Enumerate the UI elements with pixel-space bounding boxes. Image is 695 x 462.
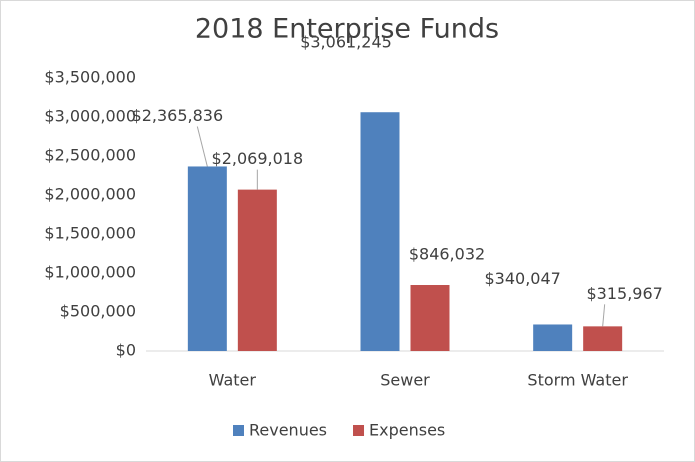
x-tick-label: Storm Water xyxy=(527,371,628,390)
y-tick-label: $3,500,000 xyxy=(44,68,136,87)
data-label: $2,069,018 xyxy=(212,149,304,168)
chart-title: 2018 Enterprise Funds xyxy=(195,14,499,45)
leader-line xyxy=(196,126,208,167)
bar xyxy=(237,189,277,351)
x-tick-label: Water xyxy=(209,371,257,390)
bar xyxy=(410,285,450,351)
y-tick-label: $3,000,000 xyxy=(44,107,136,126)
y-tick-label: $500,000 xyxy=(60,302,136,321)
data-label: $3,061,245 xyxy=(300,33,392,52)
y-tick-label: $2,000,000 xyxy=(44,185,136,204)
y-tick-label: $0 xyxy=(116,341,136,360)
data-label: $2,365,836 xyxy=(132,106,224,125)
y-tick-label: $1,000,000 xyxy=(44,263,136,282)
bar xyxy=(360,112,400,351)
legend-swatch xyxy=(353,425,365,436)
leader-line xyxy=(602,304,606,327)
x-tick-label: Sewer xyxy=(380,371,430,390)
y-tick-label: $2,500,000 xyxy=(44,146,136,165)
data-label: $846,032 xyxy=(409,245,485,264)
legend-swatch xyxy=(233,425,244,436)
bar xyxy=(187,166,227,351)
data-label: $315,967 xyxy=(586,284,662,303)
y-tick-label: $1,500,000 xyxy=(44,224,136,243)
data-label: $340,047 xyxy=(484,269,560,288)
bar xyxy=(583,326,623,351)
bar xyxy=(533,324,573,351)
legend-label: Revenues xyxy=(249,421,327,440)
legend-label: Expenses xyxy=(369,421,445,440)
